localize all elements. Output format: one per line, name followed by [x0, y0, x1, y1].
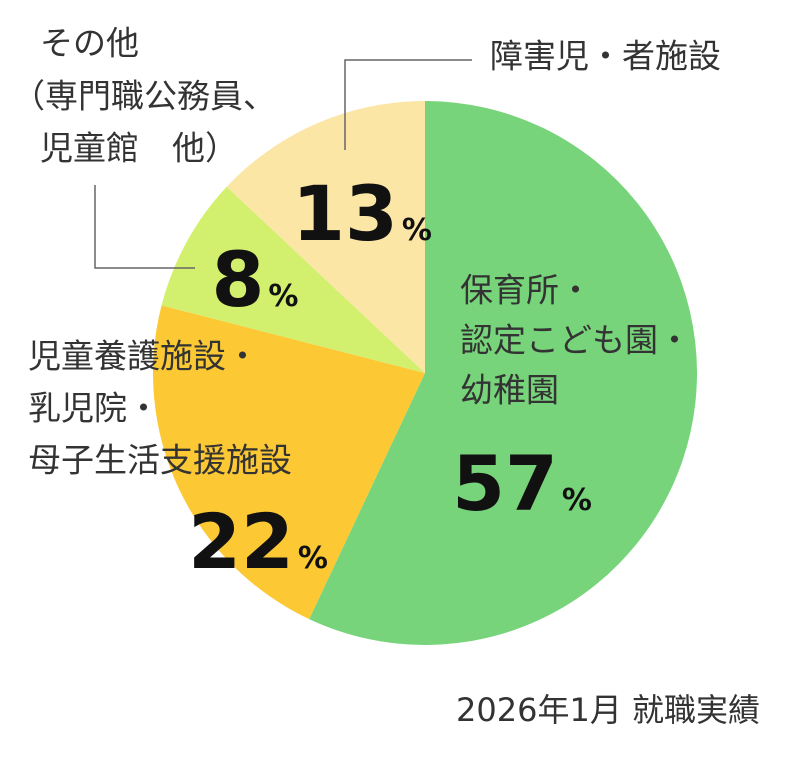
category-label: 児童館 他） [40, 129, 238, 168]
value-unit: % [268, 279, 298, 314]
value-label: 57% [452, 439, 592, 528]
category-label: （専門職公務員、 [12, 77, 276, 116]
pie-slice [161, 186, 425, 373]
pie-slice [309, 101, 697, 646]
pie-slice [226, 101, 425, 373]
category-label: 児童養護施設・ [28, 337, 259, 376]
category-label: 認定こども園・ [460, 321, 691, 360]
value-number: 22 [188, 497, 294, 586]
pie-slice [153, 305, 425, 620]
category-label: 母子生活支援施設 [28, 441, 292, 480]
pie [153, 101, 697, 646]
category-label: その他 [40, 24, 139, 63]
category-label: 幼稚園 [460, 371, 559, 410]
value-label: 13% [292, 169, 432, 258]
value-label: 22% [188, 497, 328, 586]
value-number: 8 [212, 235, 265, 324]
leader-line [94, 185, 195, 269]
value-number: 57 [452, 439, 558, 528]
value-number: 13 [292, 169, 398, 258]
category-label: 保育所・ [460, 271, 592, 310]
value-unit: % [298, 541, 328, 576]
category-label: 障害児・者施設 [490, 37, 721, 76]
caption: 2026年1月 就職実績 [456, 691, 760, 729]
value-unit: % [402, 213, 432, 248]
value-label: 8% [212, 235, 299, 324]
leader-line [344, 59, 472, 150]
value-unit: % [562, 483, 592, 518]
category-label: 乳児院・ [28, 389, 160, 428]
